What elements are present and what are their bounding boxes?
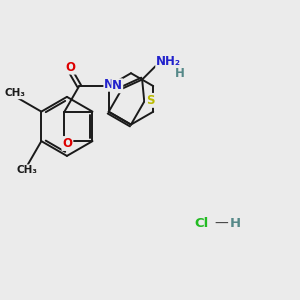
Text: —: — <box>215 217 229 231</box>
Text: N: N <box>112 79 122 92</box>
Text: CH₃: CH₃ <box>16 165 37 175</box>
Text: O: O <box>62 137 72 150</box>
Text: S: S <box>146 94 154 107</box>
Text: CH₃: CH₃ <box>4 88 25 98</box>
Text: H: H <box>230 217 241 230</box>
Text: N: N <box>104 78 114 91</box>
Text: O: O <box>65 61 75 74</box>
Text: Cl: Cl <box>194 217 209 230</box>
Text: NH₂: NH₂ <box>156 55 181 68</box>
Text: H: H <box>174 67 184 80</box>
